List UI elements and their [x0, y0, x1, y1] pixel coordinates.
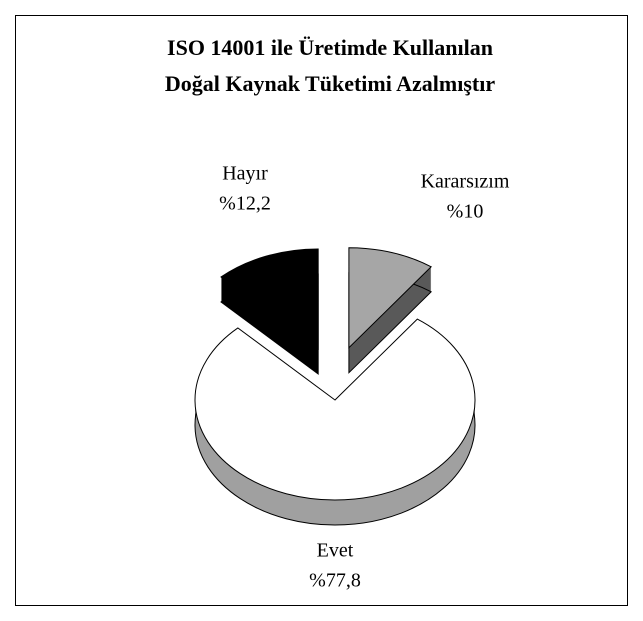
slice: [194, 318, 476, 501]
slice: [348, 247, 433, 349]
slice-value-label: %12,2: [219, 193, 271, 215]
slice-label: Hayır: [222, 163, 268, 185]
slice-value-label: %10: [447, 201, 484, 223]
slice-label: Kararsızım: [421, 171, 510, 193]
slice: [220, 248, 319, 350]
chart-title: Doğal Kaynak Tüketimi Azalmıştır: [165, 71, 495, 96]
slice-value-label: %77,8: [309, 570, 361, 592]
slice-label: Evet: [317, 540, 354, 562]
chart-title: ISO 14001 ile Üretimde Kullanılan: [167, 35, 493, 60]
